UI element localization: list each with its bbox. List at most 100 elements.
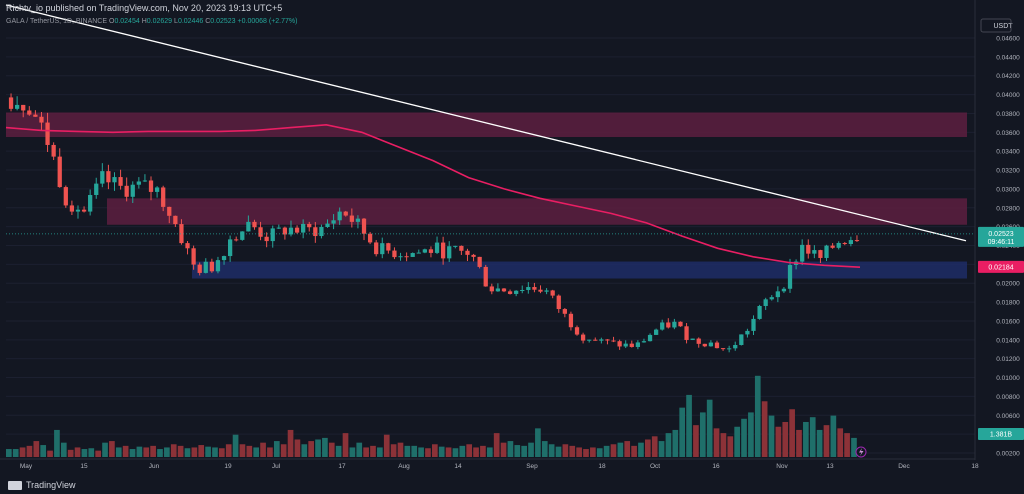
candle-body xyxy=(605,339,610,341)
candle-body xyxy=(215,260,221,272)
candle-body xyxy=(331,220,336,224)
volume-bar xyxy=(287,429,294,457)
trendline[interactable] xyxy=(5,4,967,242)
volume-bar xyxy=(686,394,692,457)
time-tick: Nov xyxy=(776,463,788,470)
currency-box[interactable] xyxy=(980,18,1012,33)
change-value: +0.00068 (+2.77%) xyxy=(237,18,298,25)
volume-bar xyxy=(370,445,376,457)
close-label: C xyxy=(205,18,211,25)
last-price-value: 0.02523 xyxy=(988,231,1013,238)
candle-body xyxy=(14,104,20,109)
volume-bar xyxy=(294,439,301,457)
candle-body xyxy=(520,289,525,291)
candle-body xyxy=(209,261,215,272)
candle-body xyxy=(313,227,318,237)
volume-bar xyxy=(754,375,761,457)
volume-bar xyxy=(624,441,631,457)
candle-body xyxy=(568,313,574,328)
volume-bar xyxy=(803,421,809,457)
candle-body xyxy=(27,110,32,115)
candle-body xyxy=(836,242,841,248)
volume-bar xyxy=(74,447,81,457)
price-tick: 0.04200 xyxy=(996,73,1020,80)
volume-bar xyxy=(12,449,19,457)
volume-bar xyxy=(823,425,830,457)
candle-body xyxy=(428,249,434,253)
volume-bar xyxy=(205,446,211,457)
volume-bar xyxy=(734,426,740,457)
candle-body xyxy=(501,288,507,292)
candle-body xyxy=(63,187,68,206)
volume-bar xyxy=(411,445,418,457)
tradingview-branding[interactable]: TradingView xyxy=(8,480,76,490)
trend-line[interactable] xyxy=(5,4,967,242)
candle-body xyxy=(574,327,580,335)
candle-body xyxy=(227,239,233,257)
currency-label[interactable]: USDT xyxy=(993,23,1013,30)
price-tick: 0.03800 xyxy=(996,111,1020,118)
candle-body xyxy=(514,290,519,294)
candle-body xyxy=(453,245,458,247)
volume-bar xyxy=(335,445,342,457)
volume-bar xyxy=(109,441,115,457)
candle-body xyxy=(173,215,178,225)
volume-bar xyxy=(322,437,328,457)
candle-body xyxy=(702,343,707,347)
volume-bar xyxy=(253,447,260,457)
volume-bar xyxy=(844,433,850,457)
candle-body xyxy=(106,171,111,183)
volume-bar xyxy=(164,447,170,457)
zone-resistance-lower xyxy=(107,198,967,225)
volume-bar xyxy=(315,439,321,457)
grid xyxy=(6,37,975,454)
volume-bar xyxy=(301,444,308,457)
candle-body xyxy=(678,321,683,327)
volume-bar xyxy=(432,444,438,457)
volume-bar xyxy=(102,442,108,457)
time-tick: Jul xyxy=(272,463,281,470)
candle-body xyxy=(355,218,361,222)
price-tick: 0.01800 xyxy=(996,300,1020,307)
volume-bar xyxy=(679,407,686,457)
candle-body xyxy=(842,242,847,245)
volume-bar xyxy=(548,444,555,457)
candle-body xyxy=(787,265,793,289)
candle-body xyxy=(775,291,780,298)
candle-body xyxy=(398,256,403,258)
candle-body xyxy=(142,180,148,182)
candle-body xyxy=(593,339,598,341)
candle-body xyxy=(301,223,306,233)
volume-bar xyxy=(596,448,603,457)
candle-body xyxy=(410,253,415,257)
time-axis[interactable]: May 15 Jun 19 Jul 17 Aug 14 Sep 18 Oct 16 Nov 13 Dec 18 xyxy=(0,458,979,470)
candle-body xyxy=(526,287,531,290)
candle-body xyxy=(532,287,537,290)
volume-value: 1.381B xyxy=(990,432,1013,439)
volume-bar xyxy=(658,441,665,457)
volume-bar xyxy=(184,448,191,457)
zone-resistance-upper xyxy=(6,112,967,138)
volume-bar xyxy=(528,442,534,457)
volume-bar xyxy=(645,439,651,457)
price-tick: 0.03600 xyxy=(996,130,1020,137)
candle-body xyxy=(94,183,99,195)
candle-body xyxy=(246,221,251,232)
price-axis[interactable]: USDT 0.04600 0.04400 0.04200 0.04000 0.03800 0… xyxy=(974,0,1024,494)
time-tick: 18 xyxy=(598,463,606,470)
symbol-legend[interactable]: GALA / TetherUS, 1D, BINANCE O0.02454 H0… xyxy=(6,18,297,25)
volume-bar xyxy=(665,433,672,457)
candle-body xyxy=(33,114,38,117)
candle-body xyxy=(818,250,823,258)
volume-bar xyxy=(851,437,857,457)
volume-bar xyxy=(328,442,335,457)
volume-bar xyxy=(651,436,658,457)
candle-body xyxy=(733,344,738,349)
candle-body xyxy=(380,243,385,255)
candle-body xyxy=(507,291,513,294)
volume-bar xyxy=(122,445,129,457)
time-tick: Sep xyxy=(526,463,538,470)
time-tick: 14 xyxy=(454,463,462,470)
candle-body xyxy=(392,250,397,258)
